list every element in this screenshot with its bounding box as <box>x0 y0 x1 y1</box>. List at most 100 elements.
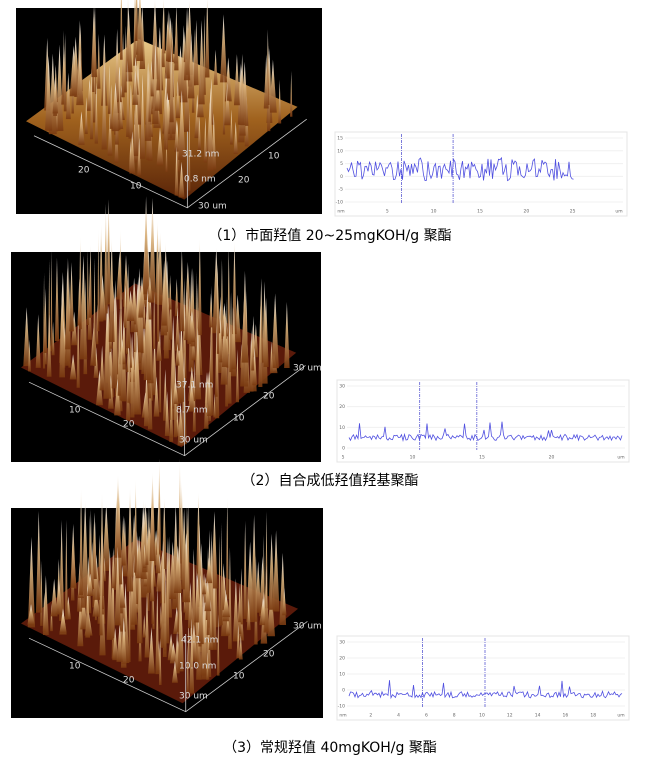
afm-peak <box>284 301 290 369</box>
afm-peak <box>59 610 67 633</box>
afm-peak <box>124 6 133 73</box>
afm-peak <box>59 283 66 378</box>
afm-peak <box>91 512 97 579</box>
afm-peak <box>156 501 161 555</box>
afm-peak <box>188 111 191 191</box>
afm-peak <box>144 593 150 658</box>
afm-peak <box>86 249 89 326</box>
afm-peak <box>112 628 119 661</box>
afm-peak <box>107 64 111 114</box>
afm-peak <box>183 6 191 81</box>
profile-x-tick: 25 <box>570 209 576 215</box>
afm-peak <box>206 652 209 680</box>
afm-peak <box>263 297 269 368</box>
afm-peak <box>174 382 178 404</box>
afm-peak <box>128 556 131 663</box>
afm-peak <box>125 263 131 349</box>
afm-peak <box>50 578 58 617</box>
afm-peak <box>145 533 149 565</box>
profile-y-tick: 15 <box>337 136 343 142</box>
profile-y-tick: 20 <box>339 656 345 662</box>
afm-peak <box>205 0 210 78</box>
afm-peak <box>156 26 164 91</box>
afm-peak <box>249 329 254 392</box>
afm-peak <box>27 536 36 628</box>
profile-line <box>348 680 623 700</box>
afm-peak <box>98 275 107 321</box>
afm-peak <box>197 575 204 645</box>
afm-peak <box>222 593 231 618</box>
afm-label: 30 um <box>293 622 322 632</box>
afm-peak <box>263 54 269 109</box>
afm-peak <box>124 25 127 93</box>
afm-peak <box>272 530 280 612</box>
profile-x-tick: 10 <box>431 209 437 215</box>
afm-peak <box>98 534 101 581</box>
afm-peak <box>103 557 106 582</box>
afm-peak <box>209 599 213 642</box>
profile-y-tick: 30 <box>339 640 345 646</box>
afm-peak <box>133 285 136 325</box>
afm-peak <box>128 84 134 139</box>
afm-peak <box>222 72 226 135</box>
afm-peak <box>269 59 277 113</box>
afm-peak <box>23 307 31 367</box>
afm-peak <box>97 33 101 89</box>
afm-peak <box>137 546 143 644</box>
afm-peak <box>90 541 95 590</box>
afm-label: 30 um <box>198 202 227 212</box>
afm-peak <box>146 504 152 593</box>
afm-peak <box>252 347 258 386</box>
profile-x-tick: 5 <box>386 209 389 215</box>
afm-peak <box>174 119 180 152</box>
afm-label: 8.7 nm <box>176 406 208 416</box>
afm-peak <box>189 618 195 694</box>
afm-peak <box>163 71 168 150</box>
afm-peak <box>127 348 131 403</box>
afm-peak <box>265 511 268 609</box>
afm-peak <box>264 564 268 632</box>
afm-peak <box>126 60 130 137</box>
afm-peak <box>197 115 202 151</box>
afm-peak <box>148 627 155 674</box>
afm-peak <box>221 312 229 368</box>
afm-peak <box>134 478 138 573</box>
afm-peak <box>50 249 53 352</box>
profile-y-tick: 0 <box>342 446 345 452</box>
afm-peak <box>119 229 122 309</box>
afm-peak <box>87 573 94 597</box>
profile-line <box>348 421 623 442</box>
afm-peak <box>187 297 192 344</box>
afm-label: 10 <box>69 662 81 672</box>
afm-peak <box>120 515 126 566</box>
height-profile: 30 20 10 0 5 10 15 20 um <box>336 379 630 463</box>
afm-peak <box>187 33 195 99</box>
afm-peak <box>231 306 237 370</box>
afm-peak <box>70 523 77 588</box>
afm-peak <box>103 203 108 314</box>
afm-peak <box>177 402 184 446</box>
afm-peak <box>158 638 162 686</box>
afm-peak <box>213 49 218 85</box>
afm-peak <box>290 70 293 117</box>
afm-peak <box>77 590 84 647</box>
afm-peak <box>159 328 162 413</box>
afm-peak <box>178 89 186 160</box>
afm-peak <box>235 349 240 403</box>
afm-peak <box>175 307 180 351</box>
afm-peak <box>97 227 100 332</box>
profile-x-tick: nm <box>337 210 344 215</box>
afm-peak <box>205 557 213 584</box>
afm-peak <box>224 83 231 126</box>
afm-peak <box>229 292 233 373</box>
afm-peak <box>147 276 153 302</box>
afm-label: 20 <box>123 676 135 686</box>
afm-peak <box>239 53 245 126</box>
afm-peak <box>169 642 177 664</box>
afm-peak <box>81 499 90 608</box>
profile-x-tick: 15 <box>479 455 485 461</box>
afm-peak <box>186 645 189 694</box>
afm-peak <box>46 314 52 377</box>
afm-peak <box>95 369 103 406</box>
afm-peak <box>119 0 123 60</box>
